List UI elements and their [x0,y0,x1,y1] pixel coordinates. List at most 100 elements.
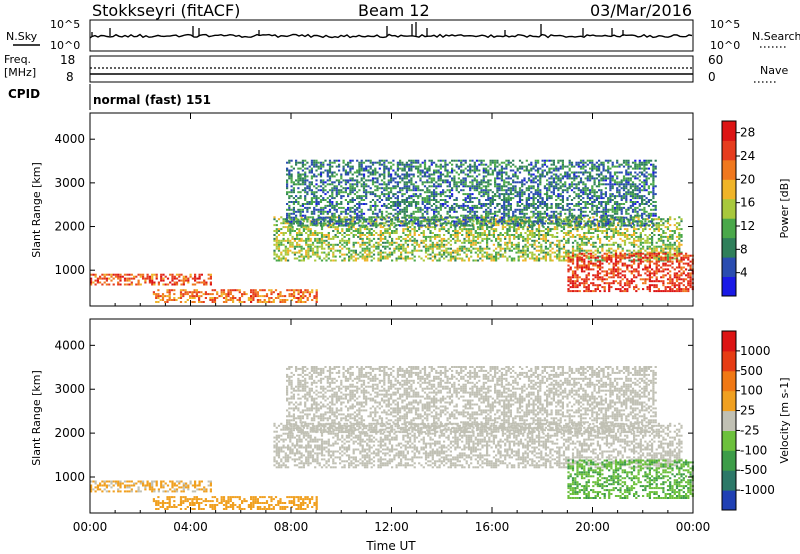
echo-cell [335,159,338,162]
echo-cell [378,167,381,170]
echo-cell [550,175,553,178]
echo-cell [503,208,506,211]
echo-cell [541,197,544,200]
echo-cell [534,203,537,205]
echo-cell [437,193,440,196]
echo-cell [155,293,158,296]
echo-cell [297,179,300,182]
echo-cell [365,224,368,227]
echo-cell [362,220,366,223]
echo-cell [585,243,588,246]
echo-cell [612,228,615,231]
echo-cell [500,179,503,182]
echo-cell [293,257,296,260]
echo-cell [324,185,327,188]
echo-cell [376,187,379,190]
echo-cell [305,241,308,244]
echo-cell [601,226,604,229]
echo-cell [522,245,525,248]
echo-cell [505,189,508,192]
echo-cell [561,177,564,180]
echo-cell [396,175,399,178]
echo-cell [220,295,223,298]
echo-cell [541,165,544,168]
echo-cell [437,201,440,203]
echo-cell [489,220,492,223]
echo-cell [288,161,291,164]
echo-cell [348,259,351,262]
echo-cell [544,255,547,258]
echo-cell [457,159,460,162]
echo-cell [509,206,512,209]
echo-cell [399,163,402,166]
echo-cell [476,237,480,240]
echo-cell [259,299,262,301]
echo-cell [565,239,568,242]
echo-cell [438,228,441,231]
echo-cell [446,175,449,178]
echo-cell [427,253,430,256]
echo-cell [669,230,672,232]
echo-cell [473,171,476,174]
echo-cell [368,253,371,256]
echo-cell [533,247,536,250]
echo-cell [280,228,283,231]
echo-cell [548,216,551,219]
echo-cell [310,201,313,203]
echo-cell [541,163,544,166]
echo-cell [523,214,526,217]
echo-cell [521,195,524,198]
echo-cell [431,245,434,248]
echo-cell [317,185,320,188]
echo-cell [539,195,542,198]
echo-cell [347,163,350,166]
echo-cell [194,275,197,278]
echo-cell [495,224,498,227]
echo-cell [486,226,489,229]
echo-cell [494,181,497,184]
echo-cell [465,239,468,242]
echo-cell [317,208,320,211]
echo-cell [434,257,437,260]
echo-cell [310,222,313,225]
echo-cell [466,169,470,172]
echo-cell [526,249,529,252]
echo-cell [164,275,167,278]
echo-cell [405,181,408,184]
echo-cell [537,201,540,203]
echo-cell [410,216,413,219]
echo-cell [313,185,316,188]
echo-cell [358,173,361,176]
echo-cell [447,259,450,262]
echo-cell [501,234,504,236]
echo-cell [485,214,488,217]
echo-cell [437,177,440,180]
echo-cell [482,169,485,172]
echo-cell [405,173,408,176]
echo-cell [532,193,535,196]
echo-cell [324,210,327,213]
echo-cell [475,210,479,213]
echo-cell [307,235,310,238]
echo-cell [151,279,154,282]
echo-cell [415,230,419,232]
echo-cell [454,228,457,231]
echo-cell [475,206,479,209]
echo-cell [403,173,406,176]
echo-cell [209,281,212,284]
echo-cell [428,206,431,209]
echo-cell [370,245,373,248]
echo-cell [379,218,382,221]
echo-cell [522,220,525,223]
echo-cell [360,210,363,213]
echo-cell [544,245,547,248]
echo-cell [353,222,356,225]
echo-cell [495,228,498,231]
echo-cell [351,165,354,168]
echo-cell [306,175,309,178]
echo-cell [427,245,430,248]
echo-cell [678,249,681,252]
echo-cell [662,243,665,246]
echo-cell [203,281,206,284]
echo-cell [397,245,400,248]
